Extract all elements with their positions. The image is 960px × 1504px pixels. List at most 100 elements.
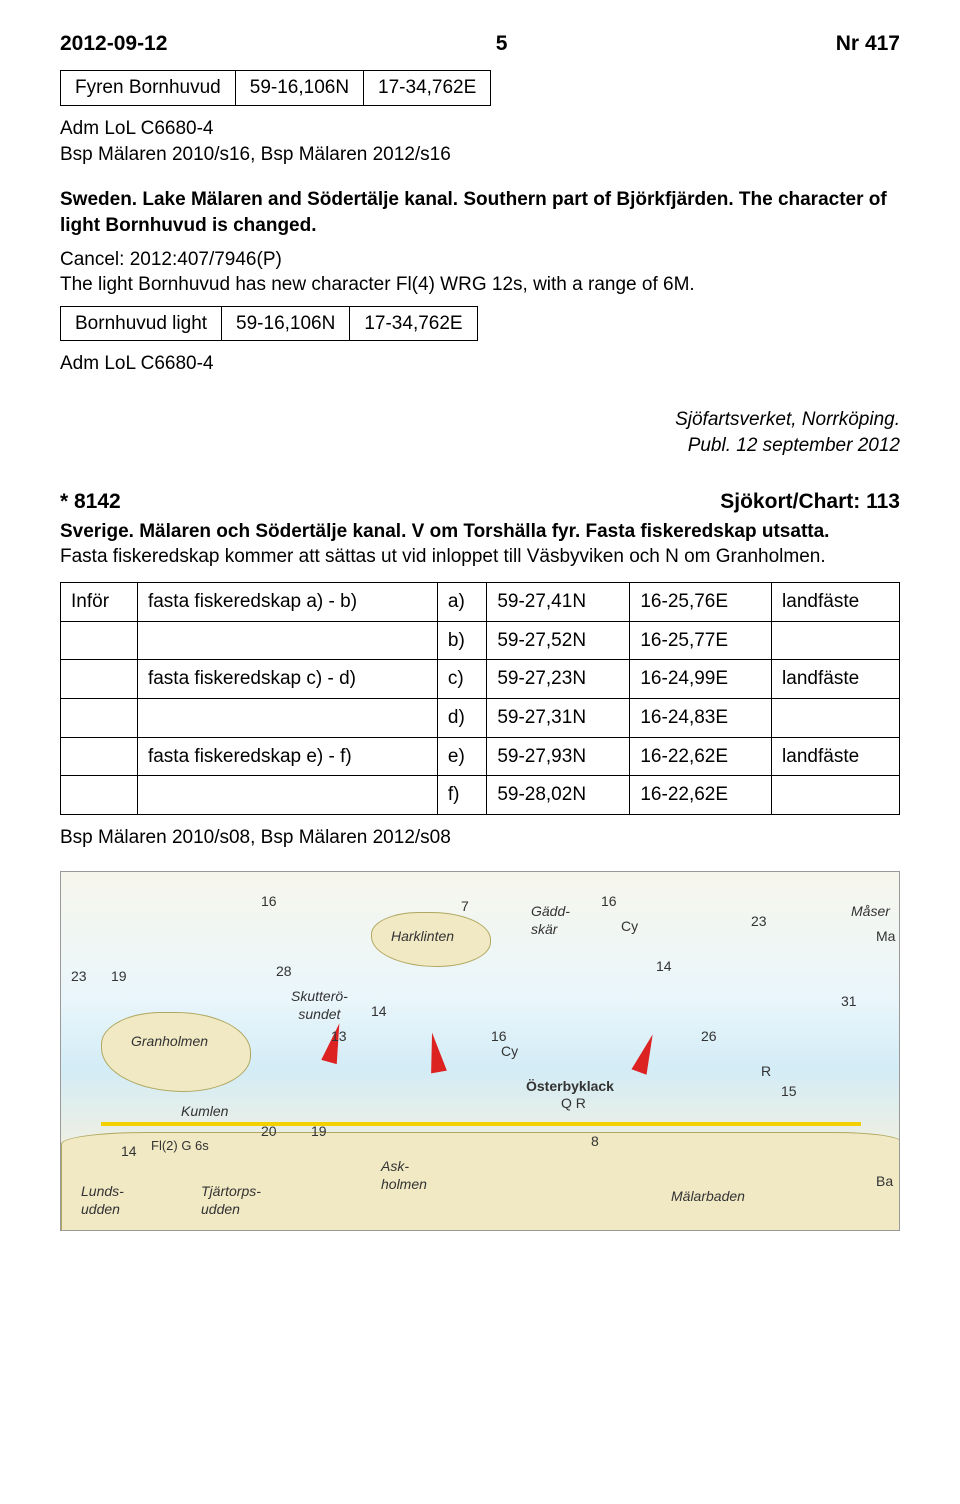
table-cell: 59-27,31N <box>487 698 630 737</box>
reference-line-3: Bsp Mälaren 2010/s08, Bsp Mälaren 2012/s… <box>60 825 900 851</box>
cell-lat: 59-16,106N <box>222 306 350 341</box>
table-row: b)59-27,52N16-25,77E <box>61 621 900 660</box>
map-depth-26: 26 <box>701 1027 717 1046</box>
map-label-harklinten: Harklinten <box>391 927 454 946</box>
notice-title: Sverige. Mälaren och Södertälje kanal. V… <box>60 519 900 545</box>
map-depth-14b: 14 <box>656 957 672 976</box>
table-row: fasta fiskeredskap c) - d)c)59-27,23N16-… <box>61 660 900 699</box>
island-granholmen <box>101 1012 251 1092</box>
nautical-chart: Granholmen Kumlen Skutterö- sundet Harkl… <box>60 871 900 1231</box>
header-date: 2012-09-12 <box>60 30 167 58</box>
table-cell: 16-24,83E <box>630 698 772 737</box>
table-cell <box>61 660 138 699</box>
table-cell: landfäste <box>772 583 900 622</box>
table-cell: a) <box>437 583 486 622</box>
table-cell <box>772 621 900 660</box>
map-depth-8: 8 <box>591 1132 599 1151</box>
table-cell: b) <box>437 621 486 660</box>
map-label-skutter: Skutterö- sundet <box>291 987 348 1025</box>
map-depth-19b: 19 <box>311 1122 327 1141</box>
table-cell <box>137 621 437 660</box>
english-title: Sweden. Lake Mälaren and Södertälje kana… <box>60 187 900 238</box>
table-cell: 16-22,62E <box>630 776 772 815</box>
table-row: Införfasta fiskeredskap a) - b)a)59-27,4… <box>61 583 900 622</box>
header-issue: Nr 417 <box>836 30 900 58</box>
map-depth-20: 20 <box>261 1122 277 1141</box>
light-table: Bornhuvud light 59-16,106N 17-34,762E <box>60 306 478 342</box>
table-cell <box>61 737 138 776</box>
table-cell <box>772 698 900 737</box>
map-label-tjartorps: Tjärtorps- udden <box>201 1182 261 1220</box>
english-bold: Sweden. Lake Mälaren and Södertälje kana… <box>60 189 887 236</box>
reference-line-2: Adm LoL C6680-4 <box>60 351 900 377</box>
notice-body: Fasta fiskeredskap kommer att sättas ut … <box>60 544 900 570</box>
table-cell: fasta fiskeredskap e) - f) <box>137 737 437 776</box>
table-row: Fyren Bornhuvud 59-16,106N 17-34,762E <box>61 71 491 106</box>
table-cell: fasta fiskeredskap a) - b) <box>137 583 437 622</box>
map-label-gaddskar: Gädd- skär <box>531 902 570 940</box>
table-cell: 59-27,52N <box>487 621 630 660</box>
table-cell <box>61 621 138 660</box>
page-header: 2012-09-12 5 Nr 417 <box>60 30 900 58</box>
map-label-malarbaden: Mälarbaden <box>671 1187 745 1206</box>
coordinate-table: Införfasta fiskeredskap a) - b)a)59-27,4… <box>60 582 900 815</box>
map-depth-19a: 19 <box>111 967 127 986</box>
map-depth-16a: 16 <box>261 892 277 911</box>
cell-lon: 17-34,762E <box>350 306 477 341</box>
notice-title-bold: Sverige. Mälaren och Södertälje kanal. V… <box>60 521 829 542</box>
table-cell: c) <box>437 660 486 699</box>
fyren-table: Fyren Bornhuvud 59-16,106N 17-34,762E <box>60 70 491 106</box>
table-cell: landfäste <box>772 737 900 776</box>
attribution-publ: Publ. 12 september 2012 <box>60 433 900 459</box>
map-depth-23a: 23 <box>71 967 87 986</box>
map-label-ask: Ask- holmen <box>381 1157 427 1195</box>
map-depth-13: 13 <box>331 1027 347 1046</box>
table-cell <box>61 776 138 815</box>
notice-id: * 8142 <box>60 488 121 516</box>
table-cell: Inför <box>61 583 138 622</box>
table-cell: 59-27,41N <box>487 583 630 622</box>
map-label-r: R <box>761 1062 771 1081</box>
table-cell: 16-25,77E <box>630 621 772 660</box>
table-row: d)59-27,31N16-24,83E <box>61 698 900 737</box>
map-label-granholmen: Granholmen <box>131 1032 208 1051</box>
map-label-ma: Ma <box>876 927 895 946</box>
map-depth-16b: 16 <box>601 892 617 911</box>
map-label-maser: Måser <box>851 902 890 921</box>
map-depth-14a: 14 <box>371 1002 387 1021</box>
map-depth-23b: 23 <box>751 912 767 931</box>
english-desc: The light Bornhuvud has new character Fl… <box>60 272 900 298</box>
table-cell <box>61 698 138 737</box>
english-cancel: Cancel: 2012:407/7946(P) <box>60 247 900 273</box>
map-label-fl2: Fl(2) G 6s <box>151 1137 209 1155</box>
map-depth-7: 7 <box>461 897 469 916</box>
route-line <box>101 1122 861 1126</box>
table-cell <box>772 776 900 815</box>
map-label-cy1: Cy <box>621 917 638 936</box>
cell-lat: 59-16,106N <box>235 71 363 106</box>
map-label-qr: Q R <box>561 1094 586 1113</box>
table-cell <box>137 776 437 815</box>
arrow-icon <box>631 1031 660 1074</box>
map-label-ba: Ba <box>876 1172 893 1191</box>
map-depth-16c: 16 <box>491 1027 507 1046</box>
table-cell: 59-27,93N <box>487 737 630 776</box>
table-cell: 16-24,99E <box>630 660 772 699</box>
notice-header: * 8142 Sjökort/Chart: 113 <box>60 488 900 516</box>
map-label-lunds: Lunds- udden <box>81 1182 124 1220</box>
table-cell: 59-27,23N <box>487 660 630 699</box>
table-cell: f) <box>437 776 486 815</box>
table-cell <box>137 698 437 737</box>
table-row: fasta fiskeredskap e) - f)e)59-27,93N16-… <box>61 737 900 776</box>
arrow-icon <box>424 1031 447 1073</box>
table-cell: fasta fiskeredskap c) - d) <box>137 660 437 699</box>
map-depth-28: 28 <box>276 962 292 981</box>
cell-name: Bornhuvud light <box>61 306 222 341</box>
map-depth-14c: 14 <box>121 1142 137 1161</box>
table-cell: landfäste <box>772 660 900 699</box>
map-depth-31: 31 <box>841 992 857 1011</box>
table-cell: 59-28,02N <box>487 776 630 815</box>
table-row: f)59-28,02N16-22,62E <box>61 776 900 815</box>
cell-name: Fyren Bornhuvud <box>61 71 236 106</box>
table-cell: 16-22,62E <box>630 737 772 776</box>
